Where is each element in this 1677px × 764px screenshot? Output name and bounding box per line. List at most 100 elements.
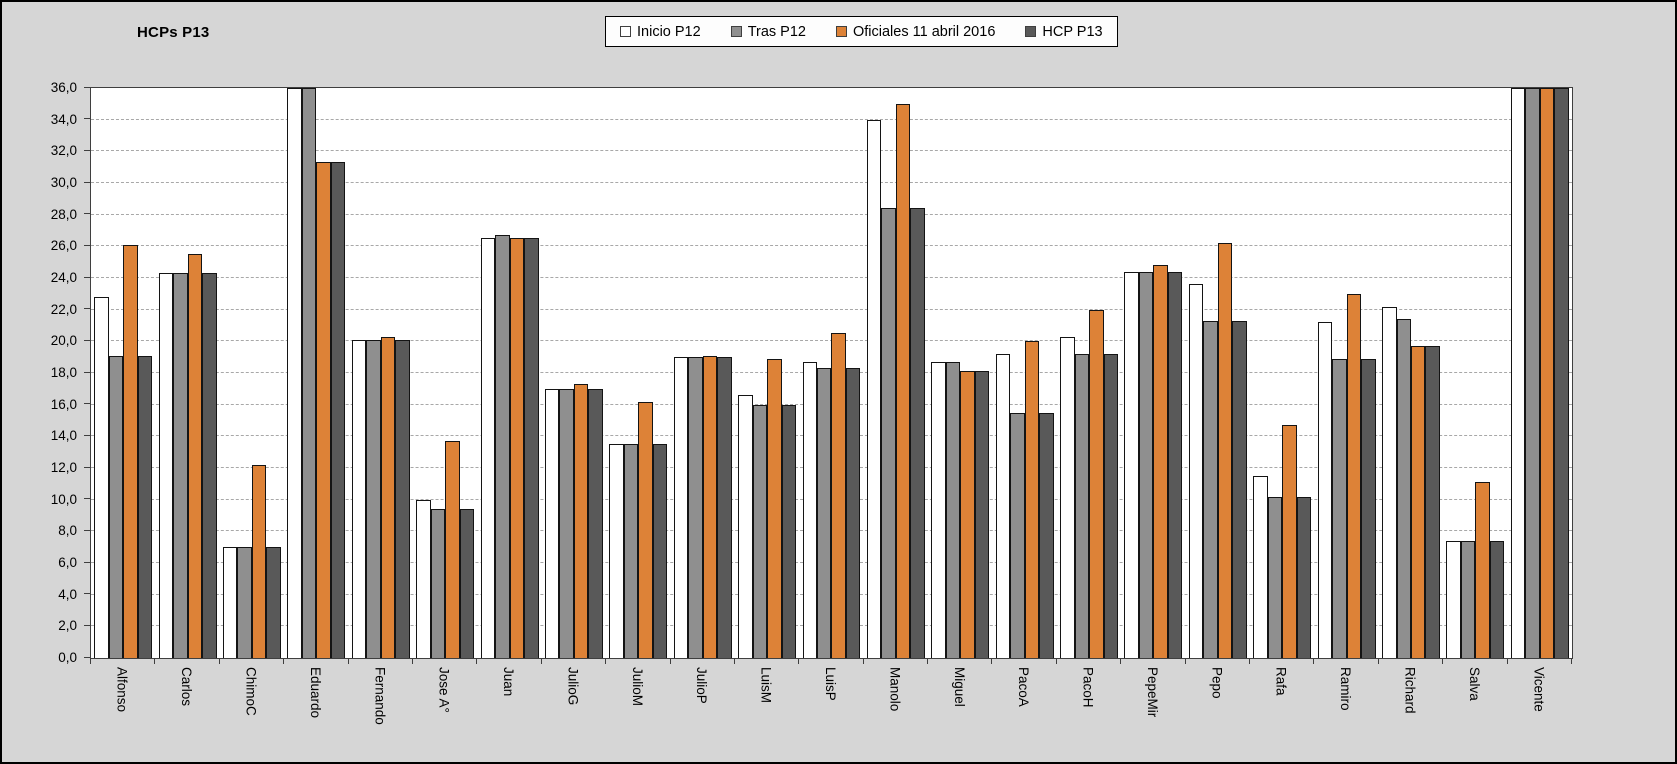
bar[interactable] bbox=[380, 336, 396, 658]
legend-item[interactable]: Tras P12 bbox=[730, 24, 806, 40]
bar[interactable] bbox=[351, 339, 367, 658]
bar[interactable] bbox=[1089, 309, 1104, 658]
bar[interactable] bbox=[1153, 265, 1168, 658]
bar[interactable] bbox=[1203, 320, 1218, 658]
bar[interactable] bbox=[223, 547, 238, 658]
bar[interactable] bbox=[881, 208, 896, 658]
bar[interactable] bbox=[831, 333, 846, 658]
bar[interactable] bbox=[158, 273, 174, 658]
y-tick-mark bbox=[84, 86, 90, 88]
bar[interactable] bbox=[287, 88, 302, 658]
bar[interactable] bbox=[137, 355, 153, 658]
bar[interactable] bbox=[301, 88, 317, 658]
bar[interactable] bbox=[960, 371, 975, 658]
bar[interactable] bbox=[1425, 346, 1440, 658]
legend-item[interactable]: Oficiales 11 abril 2016 bbox=[835, 24, 995, 40]
bar[interactable] bbox=[1103, 354, 1119, 658]
bar[interactable] bbox=[1525, 88, 1540, 658]
bar[interactable] bbox=[1074, 354, 1090, 658]
bar[interactable] bbox=[1510, 88, 1526, 658]
bar[interactable] bbox=[845, 368, 861, 658]
bar[interactable] bbox=[480, 238, 496, 658]
bar[interactable] bbox=[559, 388, 574, 658]
bar[interactable] bbox=[588, 388, 603, 658]
bar[interactable] bbox=[459, 509, 475, 658]
bar[interactable] bbox=[931, 361, 946, 658]
bar[interactable] bbox=[802, 361, 817, 658]
bar[interactable] bbox=[945, 361, 961, 658]
y-tick-mark bbox=[84, 181, 90, 183]
bar[interactable] bbox=[910, 208, 925, 658]
bar[interactable] bbox=[1382, 306, 1397, 658]
bar[interactable] bbox=[717, 357, 732, 658]
bar[interactable] bbox=[817, 368, 832, 658]
bar[interactable] bbox=[544, 388, 560, 658]
bar[interactable] bbox=[251, 464, 267, 658]
bar[interactable] bbox=[1167, 271, 1183, 658]
bar[interactable] bbox=[1124, 271, 1139, 658]
bar[interactable] bbox=[1267, 496, 1283, 658]
bar[interactable] bbox=[1188, 284, 1204, 658]
x-tick-label: Juan bbox=[501, 667, 517, 697]
bar[interactable] bbox=[1010, 412, 1025, 658]
bar[interactable] bbox=[416, 499, 431, 658]
bar[interactable] bbox=[1475, 482, 1490, 658]
bar[interactable] bbox=[123, 244, 138, 658]
bar[interactable] bbox=[1296, 496, 1312, 658]
bar[interactable] bbox=[1489, 540, 1505, 658]
bar[interactable] bbox=[445, 441, 460, 658]
bar[interactable] bbox=[688, 357, 703, 658]
bar[interactable] bbox=[781, 404, 797, 658]
bar[interactable] bbox=[395, 339, 410, 658]
bar[interactable] bbox=[1253, 475, 1268, 658]
bar[interactable] bbox=[995, 354, 1011, 658]
bar[interactable] bbox=[1138, 271, 1154, 658]
bar[interactable] bbox=[652, 444, 668, 658]
bar[interactable] bbox=[524, 238, 539, 658]
bar[interactable] bbox=[202, 273, 217, 658]
bar[interactable] bbox=[1317, 322, 1333, 658]
bar[interactable] bbox=[1396, 319, 1411, 658]
bar[interactable] bbox=[974, 371, 990, 658]
bar[interactable] bbox=[1217, 243, 1233, 658]
bar[interactable] bbox=[366, 339, 381, 658]
bar[interactable] bbox=[702, 355, 718, 658]
bar[interactable] bbox=[1539, 88, 1555, 658]
bar[interactable] bbox=[573, 384, 589, 658]
bar[interactable] bbox=[1039, 412, 1054, 658]
bar[interactable] bbox=[495, 235, 510, 658]
bar[interactable] bbox=[1411, 346, 1426, 658]
bar[interactable] bbox=[1361, 358, 1376, 658]
bar[interactable] bbox=[752, 404, 768, 658]
bar[interactable] bbox=[1346, 293, 1362, 658]
bar[interactable] bbox=[1282, 425, 1297, 658]
bar[interactable] bbox=[266, 547, 281, 658]
bar[interactable] bbox=[767, 358, 782, 658]
bar[interactable] bbox=[94, 297, 109, 658]
bar[interactable] bbox=[509, 238, 525, 658]
bar[interactable] bbox=[895, 103, 911, 658]
bar[interactable] bbox=[638, 401, 653, 658]
bar-group bbox=[477, 88, 541, 658]
bar[interactable] bbox=[866, 119, 882, 658]
bar[interactable] bbox=[623, 444, 639, 658]
bar[interactable] bbox=[173, 273, 188, 658]
bar[interactable] bbox=[1060, 336, 1075, 658]
bar[interactable] bbox=[1024, 341, 1040, 658]
bar[interactable] bbox=[187, 254, 203, 658]
bar[interactable] bbox=[1446, 540, 1461, 658]
legend-item[interactable]: Inicio P12 bbox=[620, 24, 701, 40]
bar[interactable] bbox=[1332, 358, 1347, 658]
bar[interactable] bbox=[673, 357, 689, 658]
bar[interactable] bbox=[108, 355, 124, 658]
bar[interactable] bbox=[609, 444, 624, 658]
bar[interactable] bbox=[738, 395, 753, 658]
bar[interactable] bbox=[1460, 540, 1476, 658]
bar[interactable] bbox=[316, 162, 331, 658]
bar[interactable] bbox=[1232, 320, 1247, 658]
bar[interactable] bbox=[430, 509, 446, 658]
bar[interactable] bbox=[237, 547, 252, 658]
bar[interactable] bbox=[330, 162, 346, 658]
legend-item[interactable]: HCP P13 bbox=[1025, 24, 1103, 40]
bar[interactable] bbox=[1554, 88, 1569, 658]
